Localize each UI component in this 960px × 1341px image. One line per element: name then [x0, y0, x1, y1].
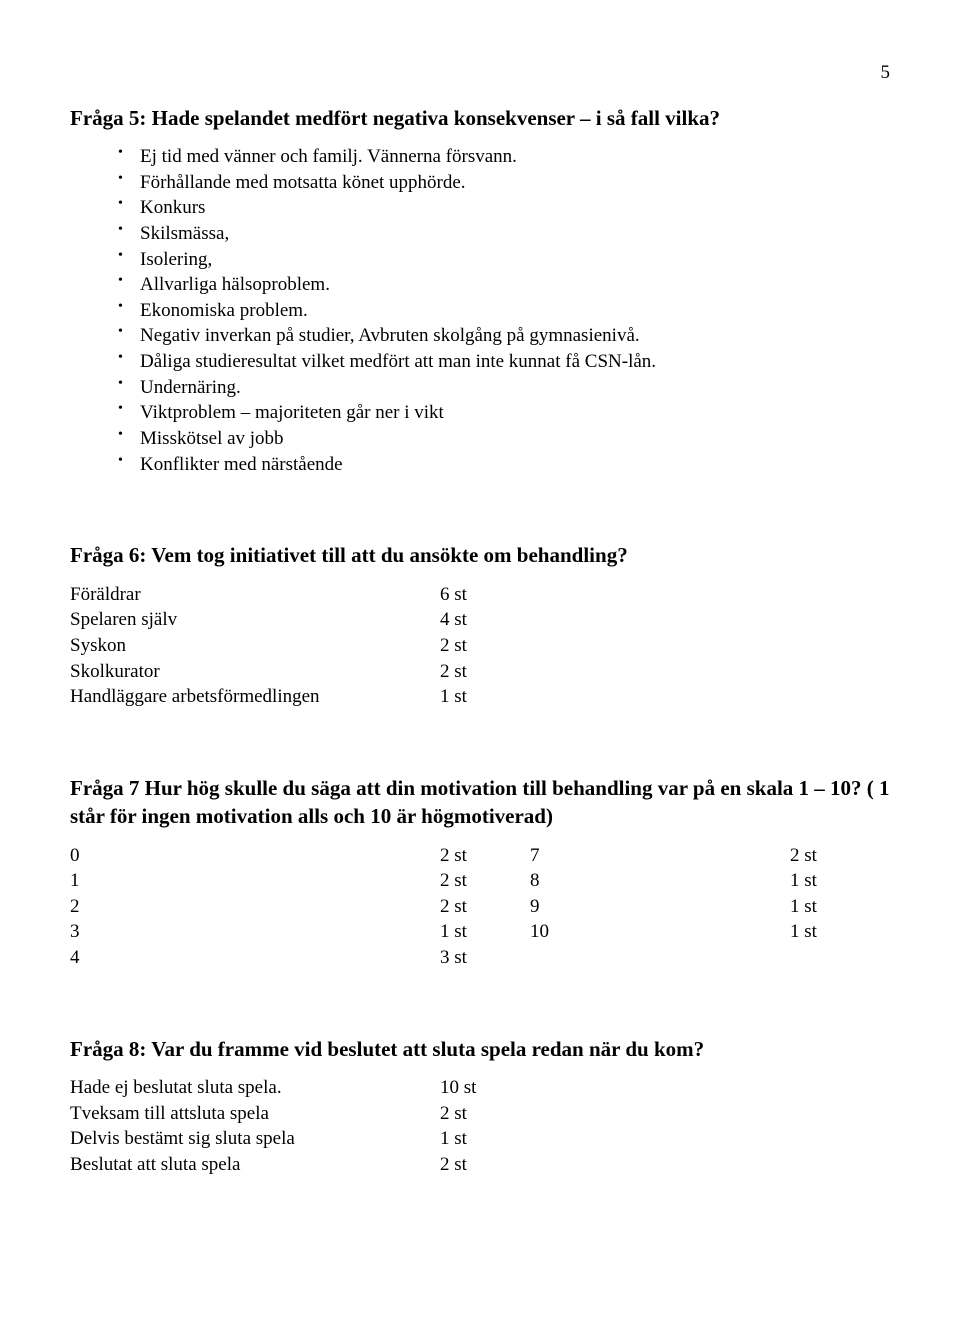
q7-table: 0 2 st 7 2 st 1 2 st 8 1 st 2 2 st 9 1 s… [70, 843, 870, 971]
list-item: Konkurs [118, 195, 890, 221]
table-row: Skolkurator 2 st [70, 659, 520, 685]
cell: 10 [530, 919, 790, 945]
list-item: Skilsmässa, [118, 221, 890, 247]
table-row: 4 3 st [70, 945, 870, 971]
cell: 2 [70, 894, 440, 920]
cell-value: 2 st [440, 659, 520, 685]
table-row: 1 2 st 8 1 st [70, 868, 870, 894]
table-row: Hade ej beslutat sluta spela. 10 st [70, 1075, 520, 1101]
cell: 2 st [440, 894, 530, 920]
cell: 1 [70, 868, 440, 894]
list-item: Isolering, [118, 247, 890, 273]
cell-value: 2 st [440, 1152, 520, 1178]
cell-value: 6 st [440, 582, 520, 608]
q8-heading: Fråga 8: Var du framme vid beslutet att … [70, 1035, 890, 1063]
table-row: 0 2 st 7 2 st [70, 843, 870, 869]
cell: 1 st [790, 868, 870, 894]
cell-label: Hade ej beslutat sluta spela. [70, 1075, 440, 1101]
cell-label: Syskon [70, 633, 440, 659]
cell: 8 [530, 868, 790, 894]
list-item: Allvarliga hälsoproblem. [118, 272, 890, 298]
q5-heading: Fråga 5: Hade spelandet medfört negativa… [70, 104, 890, 132]
table-row: Handläggare arbetsförmedlingen 1 st [70, 684, 520, 710]
cell: 3 st [440, 945, 530, 971]
cell-label: Spelaren själv [70, 607, 440, 633]
cell-value: 2 st [440, 1101, 520, 1127]
cell: 3 [70, 919, 440, 945]
table-row: Spelaren själv 4 st [70, 607, 520, 633]
q6-heading: Fråga 6: Vem tog initiativet till att du… [70, 541, 890, 569]
list-item: Ekonomiska problem. [118, 298, 890, 324]
page-number: 5 [70, 60, 890, 86]
cell: 2 st [440, 843, 530, 869]
cell-label: Delvis bestämt sig sluta spela [70, 1126, 440, 1152]
cell: 2 st [440, 868, 530, 894]
list-item: Konflikter med närstående [118, 452, 890, 478]
table-row: Beslutat att sluta spela 2 st [70, 1152, 520, 1178]
list-item: Dåliga studieresultat vilket medfört att… [118, 349, 890, 375]
cell-label: Beslutat att sluta spela [70, 1152, 440, 1178]
cell-label: Handläggare arbetsförmedlingen [70, 684, 440, 710]
cell: 9 [530, 894, 790, 920]
list-item: Förhållande med motsatta könet upphörde. [118, 170, 890, 196]
list-item: Viktproblem – majoriteten går ner i vikt [118, 400, 890, 426]
cell: 2 st [790, 843, 870, 869]
table-row: Delvis bestämt sig sluta spela 1 st [70, 1126, 520, 1152]
table-row: Tveksam till attsluta spela 2 st [70, 1101, 520, 1127]
cell-value: 1 st [440, 684, 520, 710]
cell-value: 1 st [440, 1126, 520, 1152]
cell: 1 st [790, 894, 870, 920]
cell-value: 4 st [440, 607, 520, 633]
table-row: Syskon 2 st [70, 633, 520, 659]
q6-table: Föräldrar 6 st Spelaren själv 4 st Sysko… [70, 582, 520, 710]
cell: 1 st [440, 919, 530, 945]
list-item: Ej tid med vänner och familj. Vännerna f… [118, 144, 890, 170]
cell-value: 10 st [440, 1075, 520, 1101]
q5-list: Ej tid med vänner och familj. Vännerna f… [70, 144, 890, 477]
cell-label: Föräldrar [70, 582, 440, 608]
table-row: 2 2 st 9 1 st [70, 894, 870, 920]
cell-label: Tveksam till attsluta spela [70, 1101, 440, 1127]
cell [790, 945, 870, 971]
q8-table: Hade ej beslutat sluta spela. 10 st Tvek… [70, 1075, 520, 1178]
cell [530, 945, 790, 971]
q7-heading: Fråga 7 Hur hög skulle du säga att din m… [70, 774, 890, 831]
cell: 7 [530, 843, 790, 869]
table-row: Föräldrar 6 st [70, 582, 520, 608]
cell: 4 [70, 945, 440, 971]
cell-label: Skolkurator [70, 659, 440, 685]
list-item: Negativ inverkan på studier, Avbruten sk… [118, 323, 890, 349]
cell: 0 [70, 843, 440, 869]
list-item: Undernäring. [118, 375, 890, 401]
cell: 1 st [790, 919, 870, 945]
table-row: 3 1 st 10 1 st [70, 919, 870, 945]
cell-value: 2 st [440, 633, 520, 659]
list-item: Misskötsel av jobb [118, 426, 890, 452]
